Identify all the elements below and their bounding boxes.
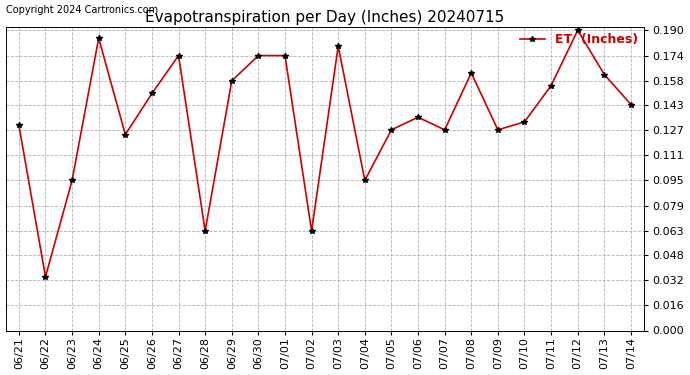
Text: Copyright 2024 Cartronics.com: Copyright 2024 Cartronics.com: [6, 5, 158, 15]
Legend: ET  (Inches): ET (Inches): [520, 33, 638, 46]
Title: Evapotranspiration per Day (Inches) 20240715: Evapotranspiration per Day (Inches) 2024…: [146, 9, 504, 24]
